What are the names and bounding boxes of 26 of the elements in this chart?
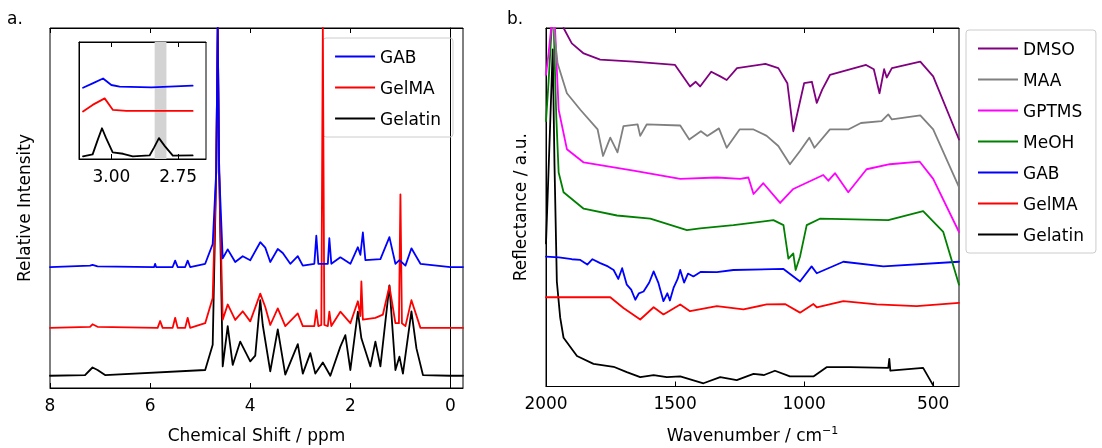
x-tick-label: 1500 [653, 393, 697, 413]
legend-label: GelMA [380, 77, 436, 98]
x-tick-label: 2.75 [159, 165, 198, 186]
x-tick-label: 8 [44, 394, 56, 415]
x-tick-label: 500 [916, 393, 950, 413]
x-tick-label: 1000 [782, 393, 826, 413]
y-axis-title: Relative Intensity [13, 134, 34, 282]
x-tick-label: 3.00 [92, 165, 131, 186]
x-tick-label: 2 [344, 394, 356, 415]
y-axis-title: Reflectance / a.u. [509, 133, 530, 282]
legend-label: Gelatin [1023, 224, 1084, 245]
legend-label: MeOH [1023, 131, 1075, 152]
x-tick-label: 0 [445, 394, 456, 415]
legend-label: GAB [1023, 162, 1060, 183]
x-tick-label: 6 [144, 394, 156, 415]
legend-label: DMSO [1023, 38, 1075, 59]
legend-label: GAB [380, 46, 417, 67]
x-tick-label: 2000 [524, 393, 568, 413]
legend-label: MAA [1023, 69, 1062, 90]
legend-label: Gelatin [380, 108, 441, 129]
x-axis-title: Chemical Shift / ppm [167, 424, 346, 445]
chart-title: a. [7, 7, 23, 28]
chart-title: b. [507, 7, 524, 28]
legend-label: GPTMS [1023, 100, 1083, 121]
x-tick-label: 4 [244, 394, 256, 415]
legend-label: GelMA [1023, 193, 1079, 214]
